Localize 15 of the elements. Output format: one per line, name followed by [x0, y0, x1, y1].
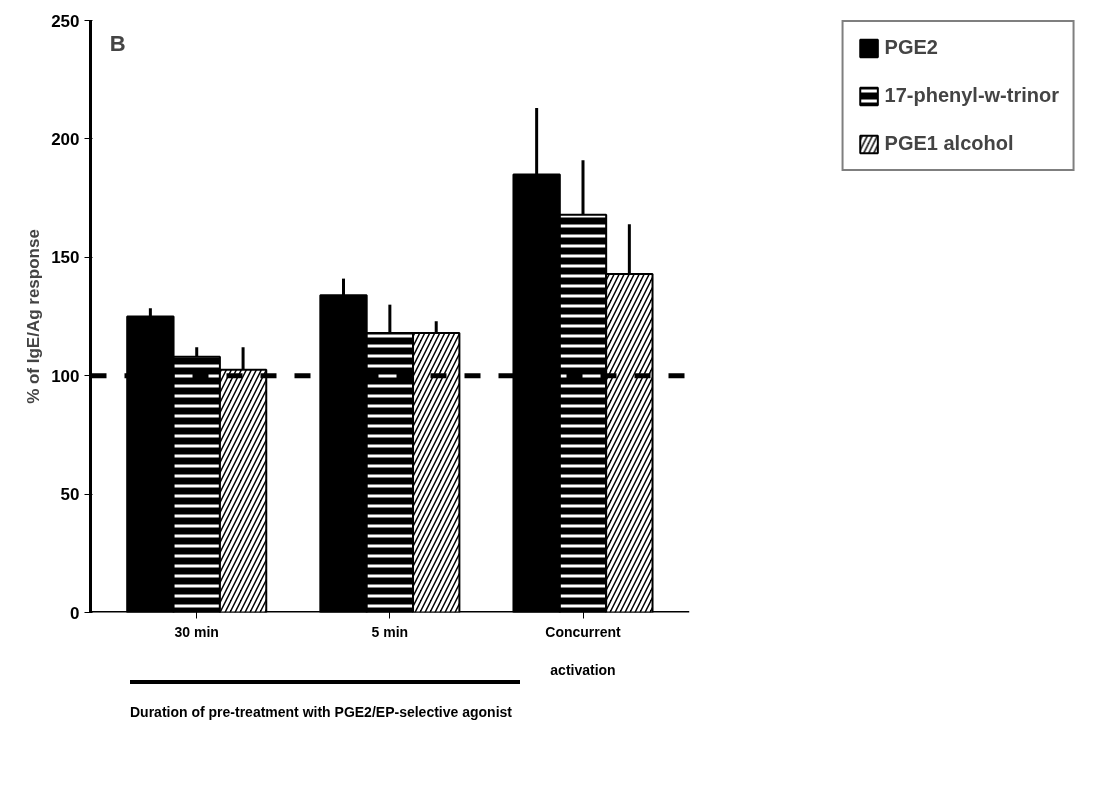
y-axis-title: % of IgE/Ag response — [24, 229, 44, 404]
text: B — [109, 30, 126, 56]
text: Duration of pre-treatment with PGE2/EP-selective agonist — [130, 703, 512, 722]
legend-label: 17-phenyl-w-trinor — [884, 84, 1059, 107]
y-tick-label: 200 — [51, 129, 80, 149]
x-tick-label: 5 min — [371, 623, 409, 640]
y-tick-label: 0 — [70, 603, 80, 623]
legend-label: PGE1 alcohol — [884, 132, 1014, 155]
y-tick-label: 100 — [51, 366, 80, 386]
category-label: Concurrent activation — [545, 623, 621, 678]
y-tick-label: 150 — [51, 248, 80, 268]
legend-label: PGE2 — [884, 36, 938, 59]
y-tick-label: 50 — [60, 485, 80, 505]
y-tick-label: 250 — [51, 11, 80, 31]
x-tick-label: 30 min — [174, 623, 219, 640]
